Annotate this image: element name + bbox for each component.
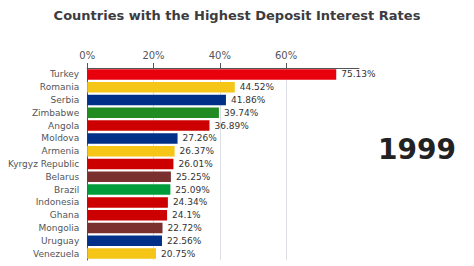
svg-text:27.26%: 27.26%: [183, 133, 218, 143]
svg-text:Angola: Angola: [48, 121, 79, 131]
svg-text:Countries with the Highest Dep: Countries with the Highest Deposit Inter…: [54, 8, 421, 23]
svg-text:Venezuela: Venezuela: [33, 249, 79, 259]
svg-text:75.13%: 75.13%: [341, 69, 376, 79]
svg-text:60%: 60%: [275, 50, 297, 61]
svg-text:25.09%: 25.09%: [175, 185, 210, 195]
svg-text:20%: 20%: [142, 50, 164, 61]
svg-text:Ghana: Ghana: [50, 210, 79, 220]
svg-text:Brazil: Brazil: [54, 185, 79, 195]
svg-text:Kyrgyz Republic: Kyrgyz Republic: [8, 159, 79, 169]
svg-text:44.52%: 44.52%: [240, 82, 275, 92]
svg-text:20.75%: 20.75%: [161, 249, 196, 259]
svg-text:26.37%: 26.37%: [180, 146, 215, 156]
svg-text:24.34%: 24.34%: [173, 197, 208, 207]
svg-text:26.01%: 26.01%: [178, 159, 213, 169]
svg-text:22.72%: 22.72%: [168, 223, 203, 233]
svg-text:36.89%: 36.89%: [214, 121, 249, 131]
svg-text:Romania: Romania: [40, 82, 79, 92]
svg-text:0%: 0%: [79, 50, 95, 61]
svg-text:1999: 1999: [378, 133, 456, 166]
svg-text:22.56%: 22.56%: [167, 236, 202, 246]
svg-text:Moldova: Moldova: [41, 133, 79, 143]
svg-text:Turkey: Turkey: [49, 69, 80, 79]
svg-text:39.74%: 39.74%: [224, 108, 259, 118]
svg-text:Serbia: Serbia: [51, 95, 80, 105]
svg-text:Indonesia: Indonesia: [36, 197, 80, 207]
svg-text:40%: 40%: [209, 50, 231, 61]
svg-text:Uruguay: Uruguay: [41, 236, 80, 246]
svg-text:Mongolia: Mongolia: [38, 223, 79, 233]
svg-text:Belarus: Belarus: [45, 172, 79, 182]
svg-text:25.25%: 25.25%: [176, 172, 211, 182]
svg-text:24.1%: 24.1%: [172, 210, 201, 220]
svg-text:Armenia: Armenia: [41, 146, 79, 156]
svg-text:41.86%: 41.86%: [231, 95, 266, 105]
svg-text:Zimbabwe: Zimbabwe: [32, 108, 80, 118]
